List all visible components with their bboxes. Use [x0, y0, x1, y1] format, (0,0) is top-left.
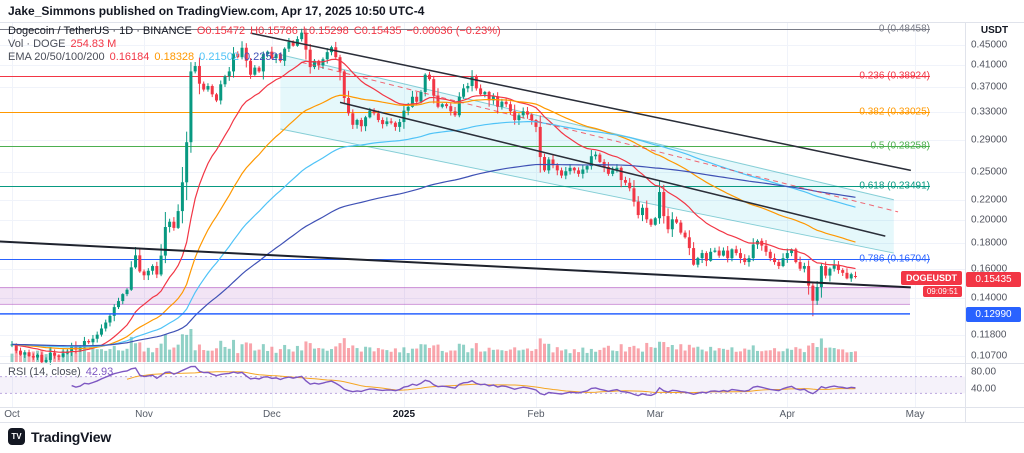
- rsi-title: RSI (14, close): [8, 366, 81, 378]
- time-axis-label: Mar: [646, 409, 664, 420]
- symbol-price-tag: DOGEUSDT: [900, 270, 962, 285]
- price-tick-label: 0.25000: [971, 166, 1008, 178]
- time-axis-label: 2025: [392, 409, 416, 420]
- fib-level-label: 0.786 (0.16704): [859, 253, 930, 265]
- time-axis-label: Dec: [262, 409, 281, 420]
- price-tick-label: 0.20000: [971, 214, 1008, 226]
- price-tick-label: 0.37000: [971, 81, 1008, 93]
- time-axis-label: Nov: [135, 409, 153, 420]
- chart-legend: Dogecoin / TetherUS · 1D · BINANCE O0.154…: [8, 25, 501, 64]
- time-axis-label: Oct: [4, 409, 20, 420]
- price-tick-label: 0.11800: [971, 329, 1007, 341]
- price-tick-label: 0.10700: [971, 350, 1008, 362]
- fib-level-label: 0.618 (0.23491): [859, 180, 930, 192]
- bar-countdown-timer: 09:09:51: [922, 285, 962, 297]
- rsi-value: 42.93: [85, 366, 114, 378]
- price-tick-label: 0.22000: [971, 194, 1008, 206]
- fib-level-label: 0.5 (0.28258): [870, 140, 931, 152]
- fib-level-label: 0.236 (0.38924): [859, 70, 930, 82]
- time-axis-label: Apr: [779, 409, 796, 420]
- price-tick-label: 0.18000: [971, 237, 1008, 249]
- time-axis-label: Feb: [527, 409, 545, 420]
- ema20-value: 0.16184: [109, 51, 150, 63]
- ohlc-open-value: O0.15472: [196, 25, 246, 37]
- price-axis[interactable]: USDT 0.15435 0.12990 0.45000 0.41000 0.370…: [965, 22, 1024, 422]
- price-tick-label: 0.45000: [971, 39, 1008, 51]
- volume-value: 254.83 M: [70, 38, 117, 50]
- ohlc-high-value: H0.15786: [250, 25, 298, 37]
- axis-currency-label: USDT: [980, 25, 1009, 36]
- change-value: −0.00036 (−0.23%): [406, 25, 501, 37]
- tradingview-wordmark: TradingView: [31, 428, 112, 445]
- last-price-axis-label: 0.15435: [966, 271, 1021, 287]
- fib-level-label: 0 (0.48458): [878, 23, 930, 35]
- price-tick-label: 0.41000: [971, 59, 1008, 71]
- ema200-value: 0.22521: [243, 51, 284, 63]
- ema50-value: 0.18328: [154, 51, 195, 63]
- ohlc-low-value: L0.15298: [302, 25, 349, 37]
- rsi-indicator-legend[interactable]: RSI (14, close) 42.93: [8, 366, 113, 378]
- time-axis[interactable]: Oct Nov Dec 2025 Feb Mar Apr May: [0, 407, 1024, 422]
- alert-level-axis-label: 0.12990: [966, 306, 1021, 322]
- ema-indicator-label[interactable]: EMA 20/50/100/200: [8, 51, 105, 63]
- price-tick-label: 0.33000: [971, 106, 1008, 118]
- publish-header: Jake_Simmons published on TradingView.co…: [8, 4, 425, 18]
- rsi-tick-label: 40.00: [971, 383, 997, 395]
- volume-indicator-label[interactable]: Vol · DOGE: [8, 38, 66, 50]
- price-tick-label: 0.14000: [971, 292, 1008, 304]
- ema100-value: 0.21502: [199, 51, 239, 63]
- time-axis-label: May: [905, 409, 925, 420]
- ohlc-close-value: C0.15435: [353, 25, 402, 37]
- symbol-title[interactable]: Dogecoin / TetherUS · 1D · BINANCE: [8, 25, 192, 37]
- tradingview-logo-icon: TV: [8, 428, 25, 445]
- price-tick-label: 0.29000: [971, 134, 1008, 146]
- price-tick-label: 0.16000: [971, 263, 1008, 275]
- fib-level-label: 0.382 (0.33025): [859, 106, 930, 118]
- tradingview-footer[interactable]: TV TradingView: [8, 428, 111, 445]
- rsi-tick-label: 80.00: [971, 366, 997, 378]
